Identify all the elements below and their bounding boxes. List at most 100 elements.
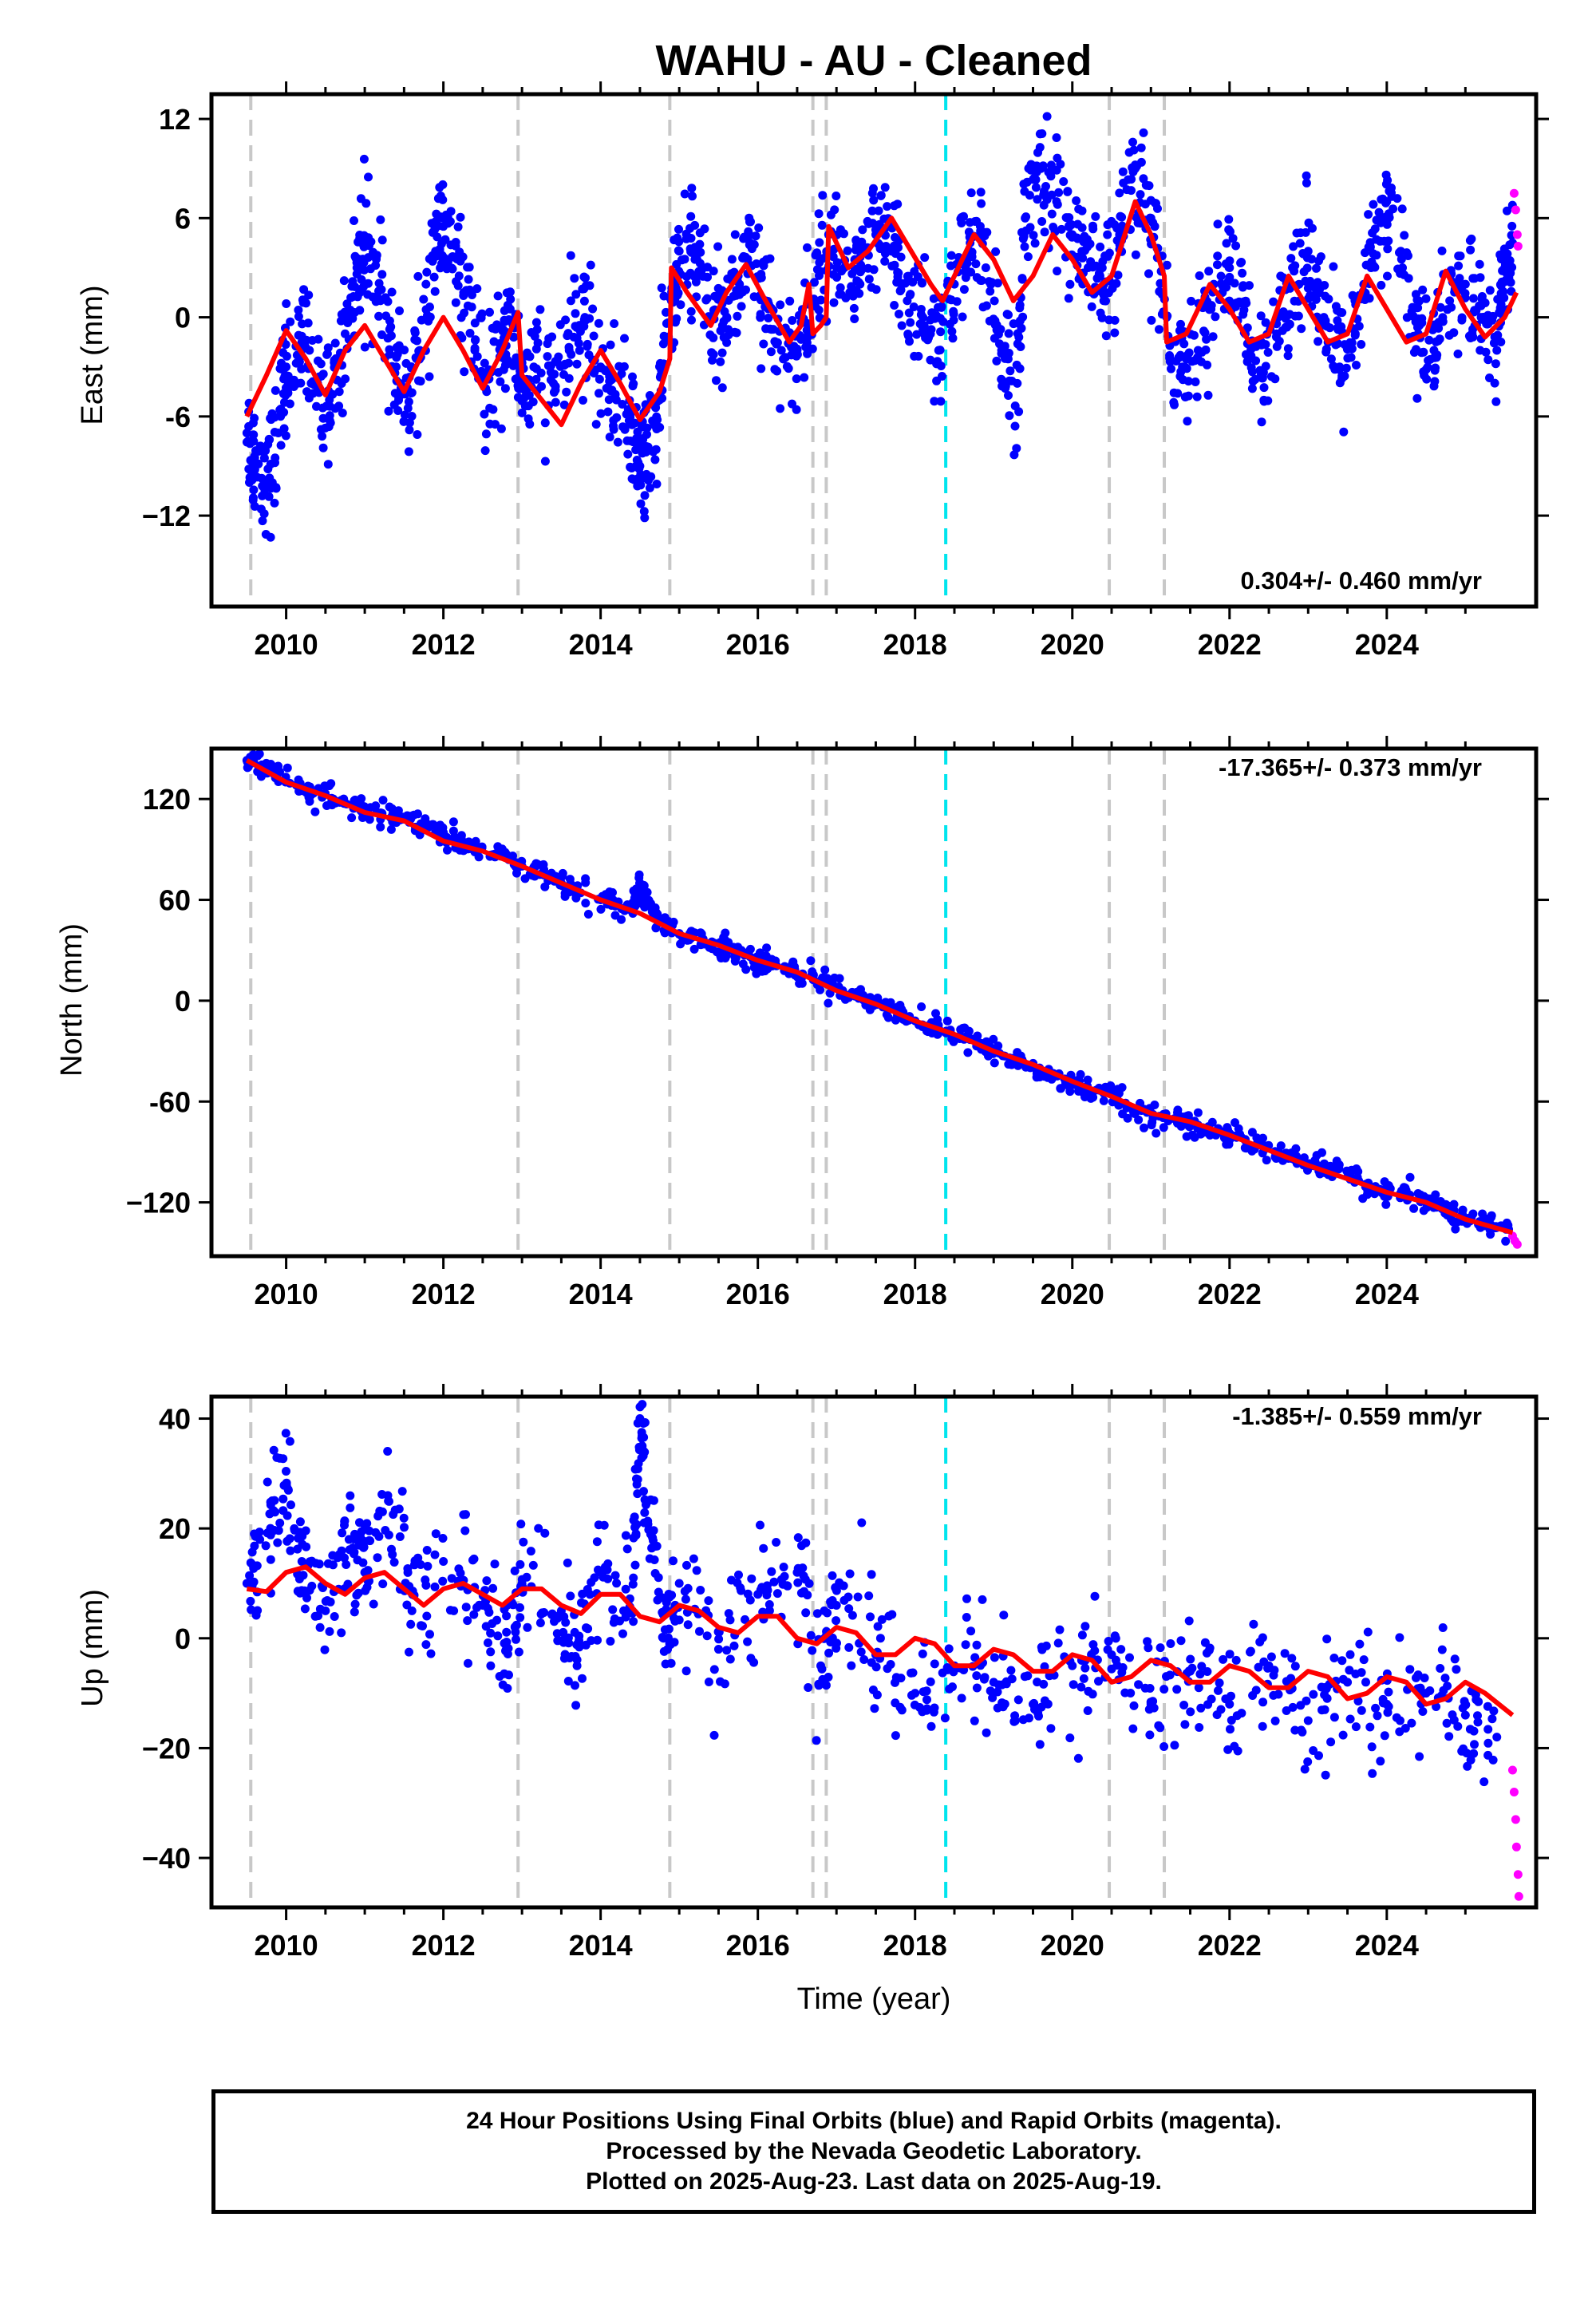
final-point [1357,1705,1366,1715]
final-point [1042,112,1052,121]
final-point [695,228,705,238]
final-point [687,315,696,325]
final-point [1314,1751,1323,1761]
final-point [1224,215,1234,224]
final-point [441,210,451,219]
final-point [792,374,801,384]
final-point [1026,160,1036,169]
final-point [423,1562,433,1571]
final-point [1238,310,1248,319]
final-point [422,267,432,277]
final-point [1421,1689,1431,1698]
final-point [743,1637,753,1646]
final-point [282,362,291,372]
final-point [579,296,589,306]
final-point [638,1431,646,1441]
final-point [250,1529,259,1539]
final-point [1299,267,1309,277]
final-point [799,334,808,342]
final-point [1503,206,1511,215]
final-point [824,998,833,1008]
final-point [622,1544,632,1554]
final-point [251,1611,261,1620]
final-point [464,275,473,284]
final-point [526,1547,535,1556]
final-point [1196,1129,1206,1139]
final-point [959,285,969,294]
final-point [1384,1181,1393,1190]
final-point [406,1619,416,1629]
final-point [832,1638,841,1648]
final-point [620,1607,630,1616]
final-point [1483,1725,1493,1734]
final-point [669,1556,678,1566]
final-point [609,425,618,434]
final-point [262,478,271,488]
final-point [454,1564,464,1574]
final-point [1374,207,1384,217]
final-point [949,1037,958,1046]
x-tick-label: 2010 [255,1278,318,1310]
final-point [488,1619,497,1628]
final-point [1303,1716,1313,1725]
final-point [1409,348,1419,357]
final-point [586,260,595,270]
final-point [1110,328,1120,338]
final-point [570,274,579,283]
final-point [1088,224,1098,234]
final-point [640,491,650,500]
final-point [596,362,606,372]
final-point [1263,348,1273,357]
final-point [1195,1723,1204,1732]
final-point [621,1584,630,1594]
final-point [642,887,652,897]
final-point [261,1541,271,1551]
final-point [1483,1750,1493,1760]
final-point [1264,1661,1274,1670]
final-point [929,1707,938,1717]
final-point [904,308,914,318]
final-point [561,1618,571,1627]
final-point [1064,294,1073,303]
final-point [761,324,771,334]
final-point [360,342,369,352]
x-tick-label: 2022 [1198,1278,1262,1310]
final-point [422,1546,432,1555]
final-point [855,279,865,289]
final-point [1351,1722,1361,1732]
final-point [508,361,518,370]
final-point [346,293,356,302]
final-point [1080,1622,1090,1631]
final-point [360,1567,369,1577]
final-point [635,878,645,887]
final-point [857,1518,867,1528]
final-point [1361,1678,1370,1687]
final-point [1176,1636,1186,1646]
final-point [850,314,859,323]
final-point [987,278,997,287]
x-tick-label: 2022 [1198,628,1262,661]
final-point [1020,242,1029,251]
final-point [1422,374,1432,384]
final-point [1310,292,1320,302]
final-point [438,180,448,189]
final-point [784,364,793,373]
final-point [1416,1683,1425,1693]
final-point [282,1536,292,1546]
final-point [286,1546,295,1555]
final-point [857,237,867,247]
final-point [709,1730,719,1740]
final-point [1383,244,1393,254]
final-point [535,1618,545,1627]
final-point [713,283,723,293]
final-point [1073,219,1082,229]
final-point [636,480,646,490]
final-point [891,1698,900,1708]
final-point [430,287,440,296]
final-point [864,275,874,284]
final-point [716,1677,725,1686]
final-point [300,1604,310,1614]
final-point [318,432,327,441]
final-point [966,267,976,277]
x-tick-label: 2010 [255,1929,318,1962]
